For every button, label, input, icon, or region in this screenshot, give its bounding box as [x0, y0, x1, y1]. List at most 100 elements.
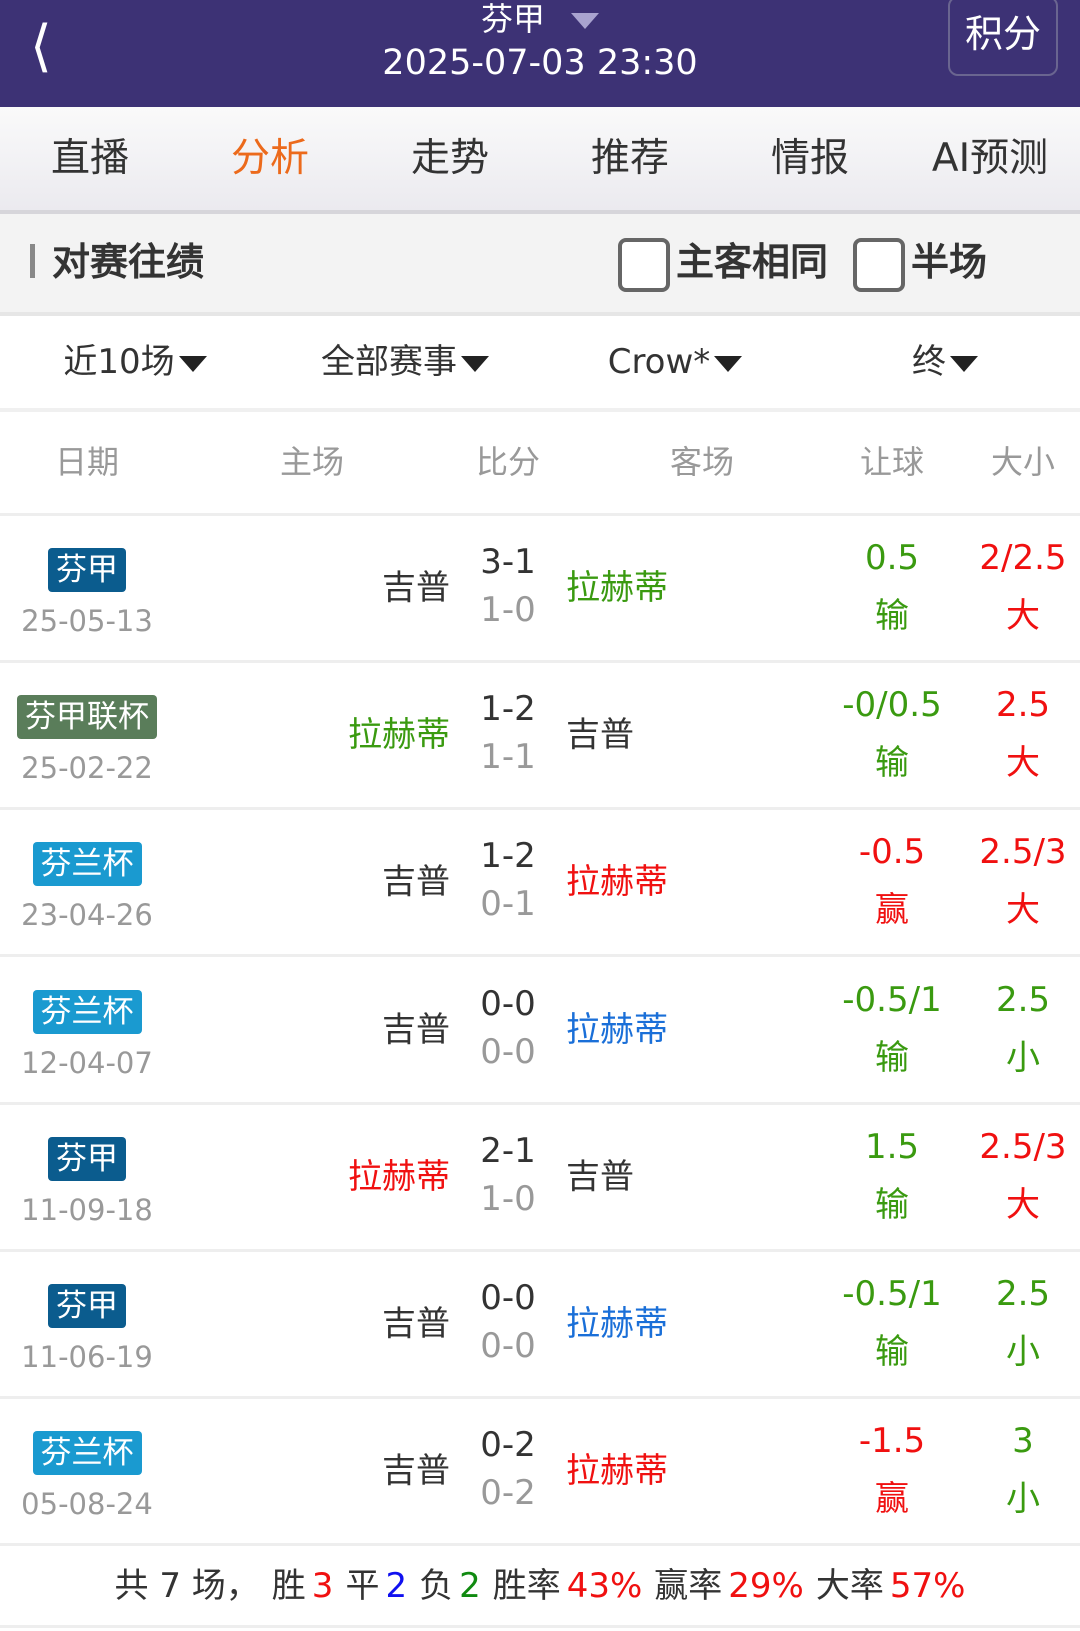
match-date: 25-05-13 — [21, 604, 153, 638]
table-row[interactable]: 芬兰杯 05-08-24 吉普 0-2 0-2 拉赫蒂 -1.5 赢 3 小 — [0, 1399, 1080, 1547]
tab-5[interactable]: AI预测 — [931, 136, 1049, 181]
tab-2[interactable]: 走势 — [410, 136, 489, 181]
handicap-line: -1.5 — [858, 1421, 926, 1462]
over-under-result: 小 — [1006, 1037, 1040, 1078]
match-datetime: 2025-07-03 23:30 — [382, 43, 698, 83]
match-date: 11-06-19 — [21, 1340, 153, 1374]
tab-4[interactable]: 情报 — [770, 136, 849, 181]
half-time-score: 0-1 — [480, 884, 536, 925]
full-time-score: 2-1 — [480, 1130, 536, 1171]
col-date: 日期 — [54, 443, 119, 481]
handicap-line: 1.5 — [864, 1126, 920, 1167]
table-row[interactable]: 芬甲 25-05-13 吉普 3-1 1-0 拉赫蒂 0.5 输 2/2.5 大 — [0, 516, 1080, 663]
handicap-line: -0.5 — [858, 832, 926, 873]
col-over-under: 大小 — [990, 443, 1055, 481]
tab-3[interactable]: 推荐 — [590, 136, 669, 181]
competition-badge-cell: 芬甲联杯 — [0, 695, 174, 743]
competition-badge: 芬甲联杯 — [17, 695, 157, 740]
competition-badge-cell: 芬兰杯 — [0, 1431, 174, 1479]
section-accent-bar — [30, 244, 35, 278]
over-under-result: 大 — [1006, 1184, 1040, 1225]
over-under-line: 2.5/3 — [979, 1126, 1067, 1167]
table-row[interactable]: 芬兰杯 12-04-07 吉普 0-0 0-0 拉赫蒂 -0.5/1 输 2.5… — [0, 958, 1080, 1105]
over-under-result: 小 — [1006, 1332, 1040, 1372]
dropdown-triangle-icon — [461, 355, 489, 372]
over-under-line: 2.5 — [995, 685, 1051, 726]
filter-dropdown-1[interactable]: 全部赛事 — [270, 316, 540, 408]
half-time-label[interactable]: 半场 — [911, 240, 988, 284]
handicap-win-rate: 29% — [728, 1565, 804, 1606]
table-row[interactable]: 芬甲 11-06-19 吉普 0-0 0-0 拉赫蒂 -0.5/1 输 2.5 … — [0, 1252, 1080, 1399]
table-row[interactable]: 芬甲联杯 25-02-22 拉赫蒂 1-2 1-1 吉普 -0/0.5 输 2.… — [0, 663, 1080, 811]
competition-badge: 芬甲 — [48, 1284, 126, 1328]
table-row[interactable]: 芬甲 11-09-18 拉赫蒂 2-1 1-0 吉普 1.5 输 2.5/3 大 — [0, 1105, 1080, 1252]
draws: 2 — [385, 1565, 408, 1606]
col-home: 主场 — [279, 443, 344, 481]
standings-button[interactable]: 积分 — [948, 0, 1058, 76]
over-under-line: 3 — [1012, 1421, 1034, 1462]
table-row[interactable]: 芬兰杯 23-04-26 吉普 1-2 0-1 拉赫蒂 -0.5 赢 2.5/3… — [0, 810, 1080, 958]
competition-badge: 芬甲 — [48, 1136, 126, 1181]
back-arrow-icon[interactable]: ⟨ — [30, 14, 52, 79]
losses: 2 — [459, 1565, 481, 1606]
dropdown-triangle-icon — [714, 355, 743, 372]
over-under-result: 大 — [1006, 596, 1040, 636]
full-time-score: 3-1 — [480, 542, 536, 582]
half-time-score: 1-0 — [480, 1178, 536, 1219]
over-under-line: 2.5 — [995, 979, 1051, 1020]
same-venue-checkbox[interactable] — [618, 238, 670, 292]
col-away: 客场 — [669, 443, 734, 481]
filter-dropdown-0[interactable]: 近10场 — [0, 316, 270, 408]
over-under-result: 大 — [1006, 743, 1040, 784]
filter-dropdown-2[interactable]: Crow* — [540, 316, 810, 408]
handicap-result: 输 — [875, 1037, 909, 1078]
handicap-line: -0.5/1 — [842, 1274, 942, 1314]
away-team: 拉赫蒂 — [566, 1451, 668, 1492]
win-rate: 43% — [566, 1565, 643, 1606]
home-team: 拉赫蒂 — [348, 715, 450, 756]
handicap-result: 输 — [875, 596, 909, 636]
competition-badge: 芬兰杯 — [32, 1431, 142, 1476]
away-team: 吉普 — [566, 715, 634, 756]
full-time-score: 0-2 — [480, 1425, 536, 1466]
full-time-score: 0-0 — [480, 983, 536, 1024]
same-venue-label[interactable]: 主客相同 — [676, 240, 829, 284]
home-team: 吉普 — [382, 568, 450, 608]
handicap-line: -0/0.5 — [842, 685, 942, 726]
over-under-result: 小 — [1006, 1479, 1040, 1520]
handicap-result: 输 — [875, 743, 909, 784]
home-team: 拉赫蒂 — [348, 1156, 450, 1197]
handicap-win-rate-label: 赢率 — [654, 1565, 723, 1606]
wins: 3 — [311, 1565, 334, 1606]
tab-1[interactable]: 分析 — [230, 136, 309, 181]
match-date: 05-08-24 — [21, 1487, 153, 1522]
top-bar: ⟨ 芬甲 2025-07-03 23:30 积分 — [0, 0, 1080, 107]
competition-badge: 芬兰杯 — [32, 842, 142, 887]
half-time-checkbox[interactable] — [853, 238, 905, 292]
competition-badge-cell: 芬兰杯 — [0, 842, 174, 890]
filter-dropdown-3[interactable]: 终 — [810, 316, 1080, 408]
over-under-line: 2.5/3 — [979, 832, 1067, 873]
away-team: 拉赫蒂 — [566, 1009, 668, 1050]
home-team: 吉普 — [382, 1304, 450, 1344]
col-score: 比分 — [475, 443, 540, 481]
league-selector[interactable]: 芬甲 — [200, 0, 880, 38]
over-under-line: 2/2.5 — [979, 538, 1067, 578]
tab-bar: 直播 分析 走势 推荐 情报 AI预测 — [0, 107, 1080, 214]
over-under-line: 2.5 — [995, 1274, 1051, 1314]
handicap-line: 0.5 — [864, 538, 920, 578]
competition-badge-cell: 芬甲 — [0, 548, 174, 596]
over-rate: 57% — [889, 1565, 966, 1606]
over-under-result: 大 — [1006, 890, 1040, 931]
tab-0[interactable]: 直播 — [50, 136, 129, 181]
home-team: 吉普 — [382, 862, 450, 903]
match-date: 12-04-07 — [21, 1045, 153, 1080]
away-team: 吉普 — [566, 1156, 634, 1197]
away-team: 拉赫蒂 — [566, 862, 668, 903]
competition-badge: 芬甲 — [48, 548, 126, 592]
half-time-score: 0-0 — [480, 1326, 536, 1366]
full-time-score: 0-0 — [480, 1278, 536, 1318]
dropdown-triangle-icon — [950, 355, 978, 372]
handicap-result: 输 — [875, 1332, 909, 1372]
